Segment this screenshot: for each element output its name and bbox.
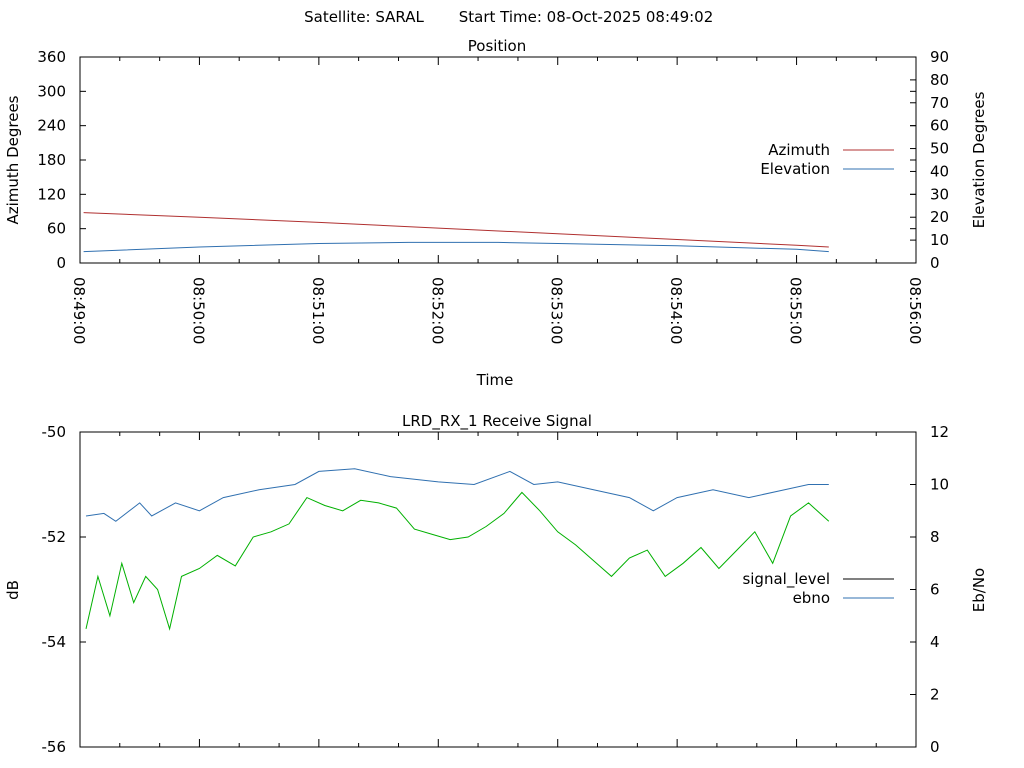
y2-tick-label: 2 [930,686,940,704]
receive-signal-ylabel: dB [4,580,22,600]
y2-tick-label: 0 [930,738,940,756]
y2-tick-label: 4 [930,633,940,651]
legend-label: Azimuth [768,141,830,159]
header-satellite: Satellite: SARAL [304,8,424,26]
position-chart-title: Position [468,37,526,55]
y-tick-label: 60 [47,220,66,238]
y2-tick-label: 8 [930,528,940,546]
series-line-elevation [83,241,829,253]
x-tick-label: 08:49:00 [70,277,88,344]
position-ylabel: Azimuth Degrees [4,95,22,224]
y2-tick-label: 80 [930,71,949,89]
y2-tick-label: 0 [930,254,940,272]
position-xlabel: Time [476,371,514,389]
y2-tick-label: 10 [930,231,949,249]
header-start-time: Start Time: 08-Oct-2025 08:49:02 [459,8,714,26]
legend-label: Elevation [760,160,830,178]
receive-signal-y2label: Eb/No [970,568,988,612]
y-tick-label: 120 [37,185,66,203]
receive-signal-chart: LRD_RX_1 Receive Signal dB Eb/No -56 -54 -… [4,412,988,756]
y2-tick-label: 90 [930,48,949,66]
y2-tick-label: 6 [930,581,940,599]
y-tick-label: -54 [42,633,67,651]
receive-signal-chart-title: LRD_RX_1 Receive Signal [402,412,592,431]
legend-label: ebno [793,589,830,607]
y2-tick-label: 60 [930,117,949,135]
series-line-trace [85,491,830,631]
y2-tick-label: 50 [930,140,949,158]
y2-tick-label: 20 [930,208,949,226]
series-line-ebno [85,468,829,522]
series-line-azimuth [83,212,829,248]
y2-tick-label: 70 [930,94,949,112]
position-chart: Position Azimuth Degrees Elevation Degre… [4,37,988,389]
y2-tick-label: 40 [930,162,949,180]
y-tick-label: 180 [37,151,66,169]
legend-label: signal_level [742,570,830,589]
y-tick-label: -50 [42,423,67,441]
x-tick-label: 08:54:00 [667,277,685,344]
receive-signal-plot-frame [79,431,917,748]
x-tick-label: 08:52:00 [428,277,446,344]
y2-tick-label: 10 [930,476,949,494]
y-tick-label: 360 [37,48,66,66]
x-tick-label: 08:53:00 [548,277,566,344]
y-tick-label: 300 [37,82,66,100]
y-tick-label: -52 [42,528,67,546]
position-y2label: Elevation Degrees [970,91,988,228]
y2-tick-label: 12 [930,423,949,441]
y2-tick-label: 30 [930,185,949,203]
y-tick-label: 0 [56,254,66,272]
y-tick-label: 240 [37,117,66,135]
x-tick-label: 08:56:00 [906,277,924,344]
x-tick-label: 08:55:00 [787,277,805,344]
x-tick-label: 08:51:00 [309,277,327,344]
y-tick-label: -56 [42,738,67,756]
x-tick-label: 08:50:00 [189,277,207,344]
